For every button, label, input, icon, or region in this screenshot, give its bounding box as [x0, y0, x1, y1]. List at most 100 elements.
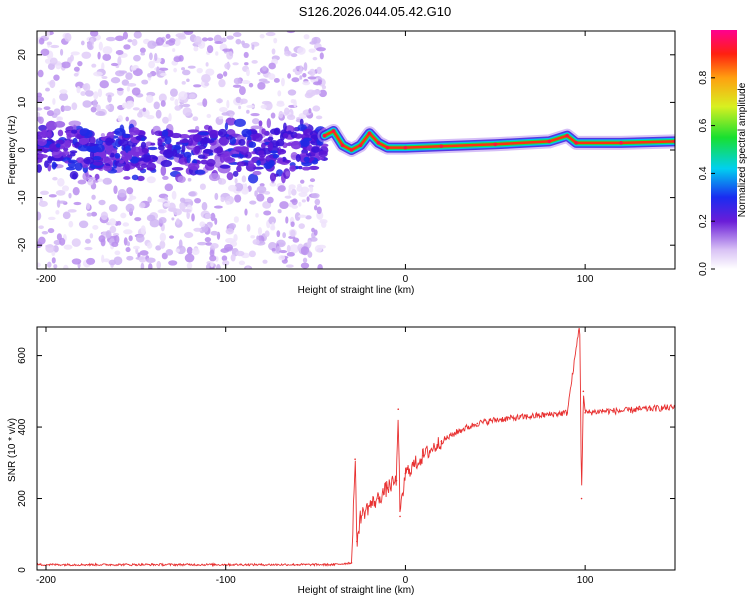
spectrogram-noise-blob	[171, 217, 175, 221]
spectrogram-noise-blob	[80, 91, 86, 96]
spectrogram-noise-blob	[69, 171, 79, 180]
spectrogram-noise-blob	[110, 77, 121, 84]
spectrogram-noise-blob	[146, 214, 156, 222]
spectrogram-noise-blob	[173, 56, 182, 63]
snr-ytick-label: 400	[17, 418, 28, 435]
spectrogram-noise-blob	[64, 32, 72, 42]
spectrogram-noise-blob	[222, 48, 232, 52]
spectrogram-ylabel: Frequency (Hz)	[7, 116, 18, 185]
spectrogram-noise-blob	[63, 264, 69, 269]
spectrogram-noise-blob	[177, 175, 186, 183]
spectrogram-noise-blob	[256, 185, 267, 194]
spectrogram-noise-blob	[94, 173, 100, 181]
spectrogram-noise-blob	[125, 72, 133, 80]
spectrogram-noise-blob	[224, 244, 234, 251]
spectrogram-noise-blob	[86, 212, 92, 217]
snr-data-point	[620, 410, 622, 412]
spectrogram-core-blob	[98, 139, 104, 146]
spectrogram-core-blob	[92, 156, 102, 161]
figure-title: S126.2026.044.05.42.G10	[299, 4, 452, 19]
spectrogram-core-blob	[114, 127, 126, 136]
spectrogram-core-blob	[287, 130, 292, 135]
colorbar-tick-label: 0.8	[698, 70, 709, 84]
spectrogram-noise-blob	[73, 201, 82, 206]
spectrogram-core-blob	[248, 141, 257, 148]
spectrogram-noise-blob	[59, 92, 69, 102]
spectrogram-noise-blob	[292, 68, 298, 73]
spectrogram-noise-blob	[169, 96, 175, 101]
spectrogram-noise-blob	[241, 79, 251, 85]
snr-data-point	[548, 413, 550, 416]
spectrogram-core-blob	[241, 128, 252, 138]
spectrogram-noise-blob	[147, 196, 152, 204]
spectrogram-noise-blob	[273, 78, 280, 83]
spectrogram-noise-blob	[181, 80, 186, 85]
spectrogram-noise-blob	[277, 209, 282, 214]
spectrogram-core-blob	[170, 132, 182, 139]
spectrogram-noise-blob	[82, 83, 88, 90]
ridge-point	[565, 133, 569, 138]
spectrogram-noise-blob	[239, 86, 246, 96]
snr-data-point	[494, 419, 497, 421]
snr-xtick-label: 0	[403, 575, 409, 586]
spectrogram-noise-blob	[40, 190, 49, 195]
spectrogram-core-blob	[162, 149, 174, 159]
spectrogram-noise-blob	[183, 31, 194, 35]
spectrogram-noise-blob	[117, 115, 123, 123]
spectrogram-noise-blob	[290, 221, 295, 228]
spectrogram-noise-blob	[38, 236, 46, 245]
spectrogram-core-blob	[65, 166, 76, 171]
spectrogram-noise-blob	[215, 51, 219, 56]
spectrogram-noise-blob	[123, 237, 128, 246]
spectrogram-noise-blob	[68, 220, 74, 228]
spectrogram-noise-blob	[156, 66, 160, 75]
spectrogram-noise-blob	[296, 185, 303, 192]
spectrogram-core-blob	[128, 127, 140, 136]
snr-data-point	[354, 458, 356, 461]
spectrogram-noise-blob	[269, 172, 277, 182]
spectrogram-noise-blob	[294, 71, 301, 76]
spectrogram-core-blob	[140, 163, 148, 169]
spectrogram-core-blob	[187, 129, 200, 133]
spectrogram-noise-blob	[155, 37, 165, 46]
spectrogram-noise-blob	[263, 210, 272, 216]
spectrogram-noise-blob	[102, 258, 110, 263]
spectrogram-xtick-label: 0	[403, 274, 409, 285]
spectrogram-noise-blob	[186, 262, 193, 269]
spectrogram-noise-blob	[116, 220, 122, 226]
spectrogram-noise-blob	[204, 82, 210, 87]
spectrogram-core-blob	[157, 138, 163, 147]
spectrogram-noise-blob	[178, 91, 188, 100]
snr-series-line	[37, 327, 675, 568]
ridge-point	[376, 141, 381, 145]
spectrogram-core-blob	[37, 138, 47, 147]
spectrogram-noise-blob	[250, 125, 262, 130]
spectrogram-noise-blob	[91, 194, 96, 200]
spectrogram-noise-blob	[234, 182, 244, 192]
spectrogram-noise-blob	[265, 31, 276, 37]
spectrogram-noise-blob	[277, 185, 286, 192]
spectrogram-noise-blob	[181, 209, 192, 213]
spectrogram-noise-blob	[271, 221, 275, 230]
spectrogram-noise-blob	[105, 230, 112, 239]
spectrogram-xlabel: Height of straight line (km)	[298, 285, 415, 296]
spectrogram-xtick-label: -200	[36, 274, 56, 285]
spectrogram-noise-blob	[46, 110, 55, 117]
spectrogram-noise-blob	[47, 261, 52, 268]
spectrogram-core-blob	[209, 129, 218, 139]
spectrogram-noise-blob	[142, 107, 147, 112]
spectrogram-noise-blob	[300, 246, 310, 256]
colorbar-tick-label: 0.6	[698, 118, 709, 132]
spectrogram-noise-blob	[98, 41, 103, 51]
spectrogram-noise-blob	[313, 205, 318, 211]
spectrogram-core-blob	[47, 129, 52, 139]
spectrogram-noise-blob	[262, 80, 271, 84]
spectrogram-noise-blob	[226, 172, 234, 181]
spectrogram-noise-blob	[90, 106, 97, 113]
spectrogram-noise-blob	[146, 242, 153, 249]
spectrogram-noise-blob	[255, 213, 259, 218]
spectrogram-noise-blob	[287, 73, 292, 79]
spectrogram-noise-blob	[148, 60, 156, 69]
